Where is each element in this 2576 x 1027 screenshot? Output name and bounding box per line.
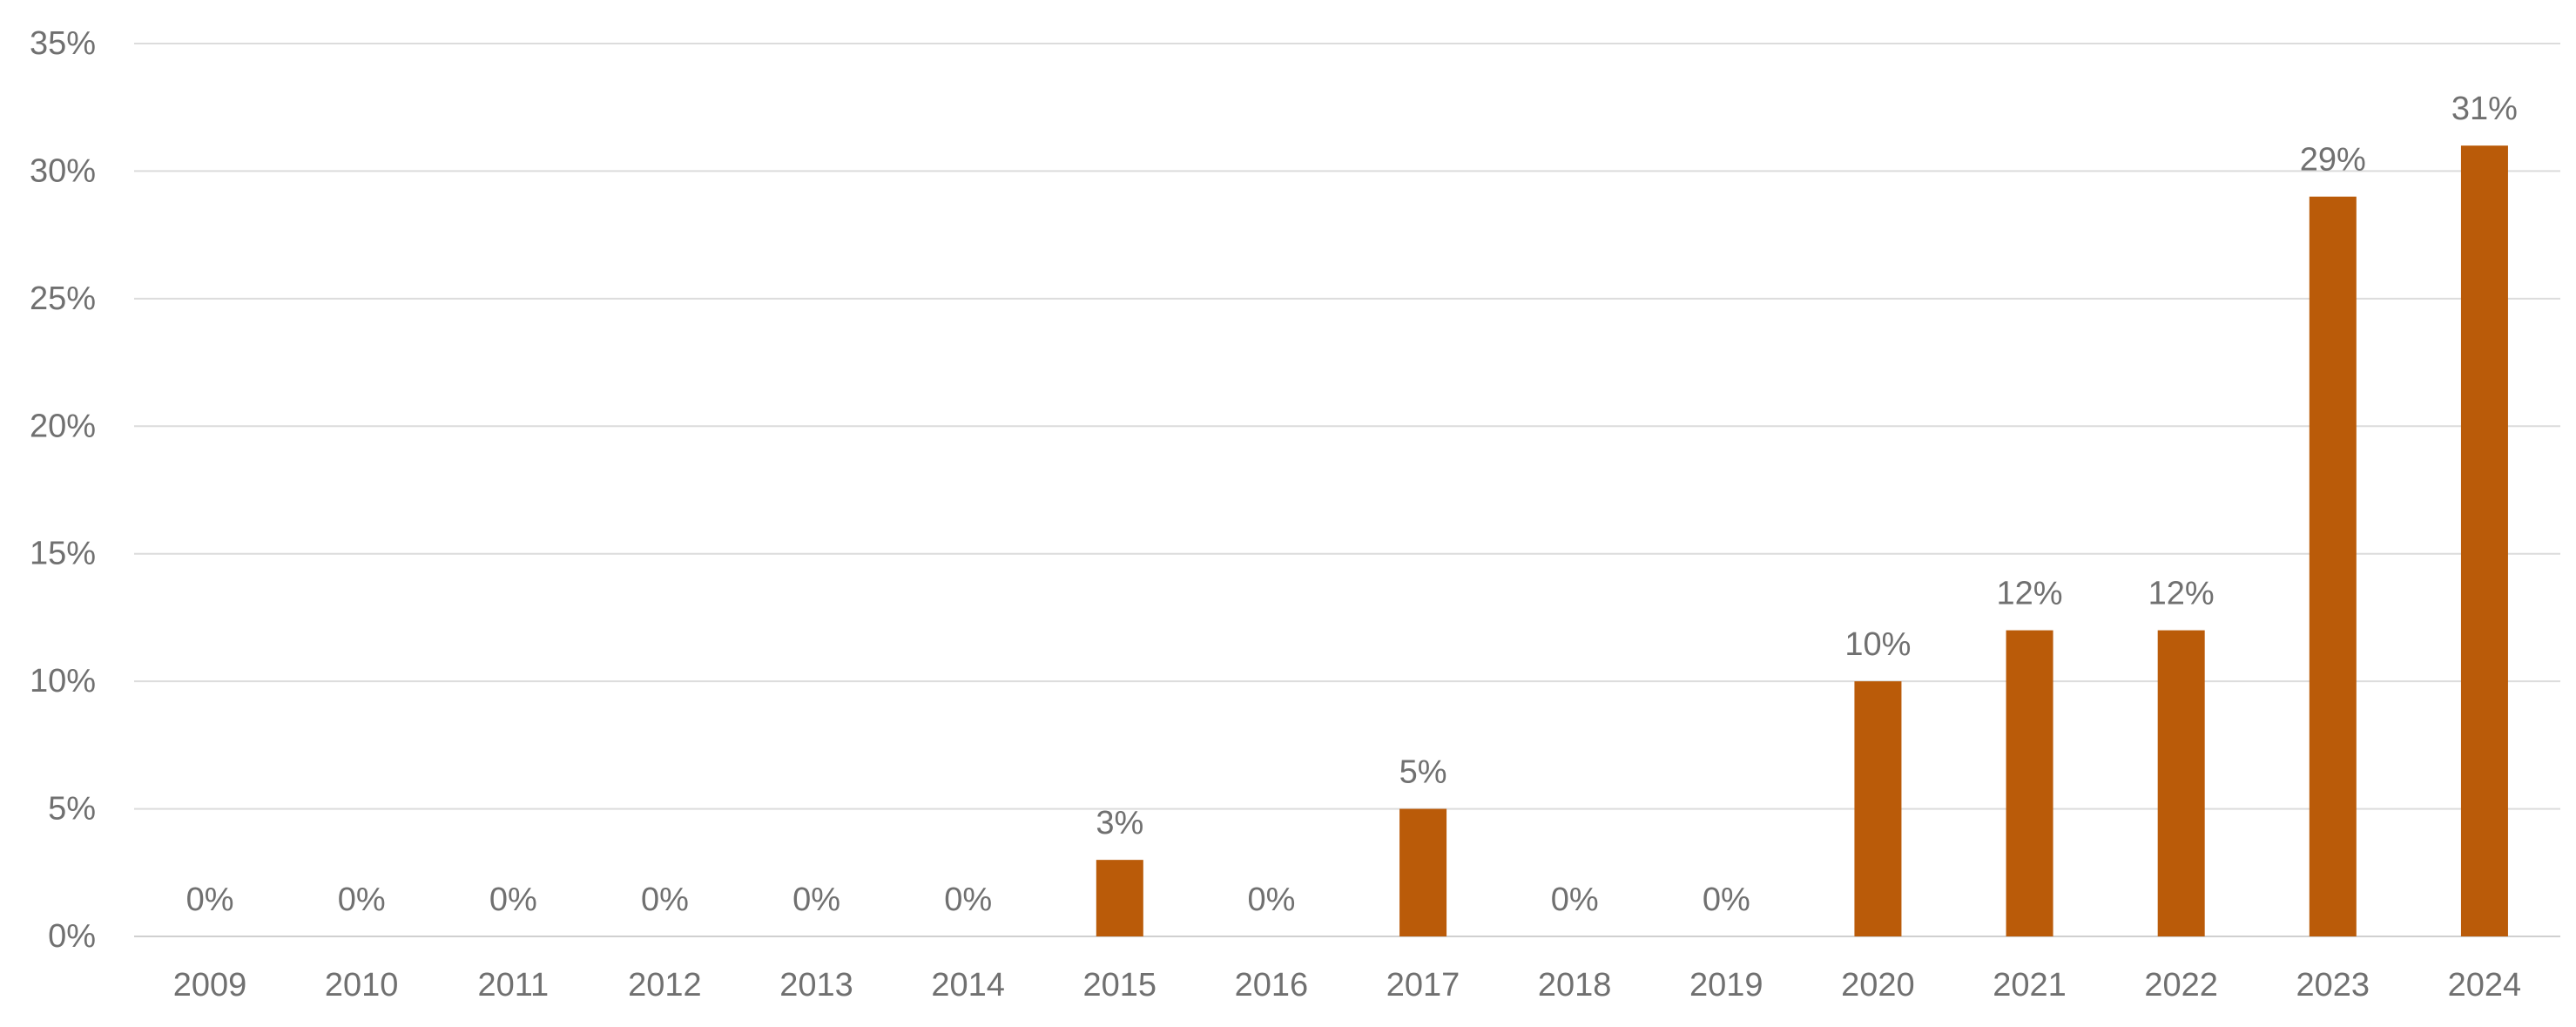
data-label-2015: 3% [1096,805,1143,841]
y-tick-label: 5% [48,791,96,828]
data-label-2012: 0% [641,882,689,918]
bar-2020 [1854,681,1902,936]
x-tick-label-2010: 2010 [325,967,399,1003]
bar-2022 [2157,630,2205,936]
bar-2017 [1399,808,1447,936]
y-tick-label: 30% [30,152,96,189]
x-tick-label-2020: 2020 [1841,967,1915,1003]
x-tick-label-2024: 2024 [2448,967,2522,1003]
x-axis-tick-labels: 2009 2010 2011 2012 2013 2014 2015 2016 2017 2018… [173,967,2521,1003]
data-label-2021: 12% [1997,576,2063,612]
x-tick-label-2014: 2014 [931,967,1005,1003]
bars [1096,145,2508,937]
gridlines [134,43,2560,937]
x-tick-label-2019: 2019 [1689,967,1763,1003]
y-axis-tick-labels: 0% 5% 10% 15% 20% 25% 30% 35% [30,25,96,955]
bar-2023 [2309,196,2357,936]
data-label-2023: 29% [2300,142,2366,179]
x-tick-label-2021: 2021 [1993,967,2067,1003]
x-tick-label-2018: 2018 [1538,967,1612,1003]
data-label-2022: 12% [2148,576,2215,612]
data-label-2009: 0% [186,882,234,918]
x-tick-label-2022: 2022 [2144,967,2218,1003]
x-tick-label-2017: 2017 [1386,967,1460,1003]
data-label-2024: 31% [2451,91,2518,127]
y-tick-label: 20% [30,408,96,444]
x-tick-label-2013: 2013 [779,967,853,1003]
data-labels: 0% 0% 0% 0% 0% 0% 3% 0% 5% 0% 0% 10% 12% 12% 29% 31% [186,91,2518,918]
y-tick-label: 35% [30,25,96,62]
x-tick-label-2015: 2015 [1083,967,1157,1003]
data-label-2010: 0% [338,882,386,918]
y-tick-label: 0% [48,918,96,955]
data-label-2011: 0% [489,882,537,918]
x-tick-label-2016: 2016 [1235,967,1309,1003]
data-label-2019: 0% [1703,882,1750,918]
data-label-2014: 0% [944,882,992,918]
bar-2024 [2460,145,2508,937]
x-tick-label-2012: 2012 [628,967,702,1003]
x-tick-label-2009: 2009 [173,967,247,1003]
y-tick-label: 10% [30,663,96,699]
y-tick-label: 15% [30,536,96,572]
bar-2021 [2006,630,2053,936]
y-tick-label: 25% [30,280,96,317]
data-label-2017: 5% [1399,754,1447,791]
data-label-2020: 10% [1844,626,1911,663]
bar-2015 [1096,860,1143,936]
data-label-2018: 0% [1551,882,1599,918]
data-label-2013: 0% [792,882,840,918]
x-tick-label-2011: 2011 [477,967,549,1003]
x-tick-label-2023: 2023 [2296,967,2370,1003]
data-label-2016: 0% [1247,882,1295,918]
